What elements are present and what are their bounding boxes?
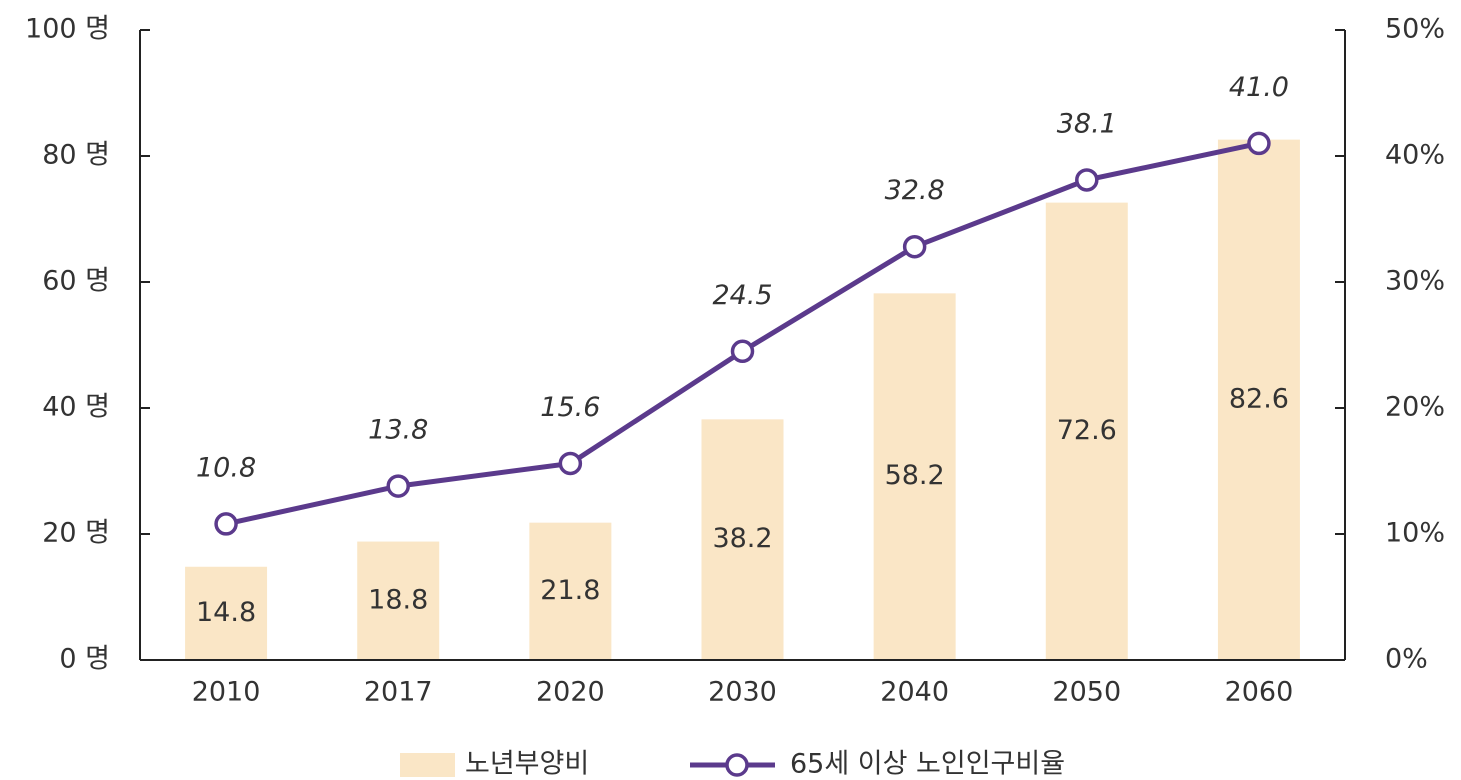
x-tick-label: 2060 xyxy=(1225,677,1294,708)
line-value-label: 10.8 xyxy=(196,452,256,483)
line-point xyxy=(214,512,238,536)
bar-value-label: 18.8 xyxy=(368,584,428,615)
y-tick-label: 100 명 xyxy=(25,14,110,45)
bar-value-label: 82.6 xyxy=(1229,383,1289,414)
bar xyxy=(529,522,612,660)
bar xyxy=(873,293,956,660)
bar xyxy=(1045,202,1128,660)
x-tick-label: 2010 xyxy=(192,677,261,708)
bar xyxy=(357,541,440,660)
bar xyxy=(701,419,784,660)
y-tick-label: 80 명 xyxy=(42,140,110,171)
line-point xyxy=(902,234,927,259)
legend-swatch xyxy=(400,753,455,777)
bar-value-label: 21.8 xyxy=(540,575,600,606)
x-tick-label: 2040 xyxy=(880,677,949,708)
x-tick-label: 2050 xyxy=(1052,677,1121,708)
y2-tick-label: 10% xyxy=(1385,518,1445,549)
bar-value-label: 58.2 xyxy=(885,460,945,491)
y2-tick-label: 20% xyxy=(1385,392,1445,423)
y2-tick-label: 30% xyxy=(1385,266,1445,297)
line-value-label: 41.0 xyxy=(1229,72,1289,103)
y-tick-label: 40 명 xyxy=(42,392,110,423)
bar-value-label: 72.6 xyxy=(1057,415,1117,446)
line-point xyxy=(730,339,755,364)
line-value-label: 24.5 xyxy=(712,280,772,311)
y2-tick-label: 40% xyxy=(1385,140,1445,171)
y-tick-label: 20 명 xyxy=(42,518,110,549)
line-point xyxy=(386,474,410,498)
line-point xyxy=(558,451,583,476)
line-value-label: 38.1 xyxy=(1057,108,1117,139)
bar xyxy=(185,566,268,660)
bar-value-label: 38.2 xyxy=(712,523,772,554)
y2-tick-label: 50% xyxy=(1385,14,1445,45)
line-value-label: 13.8 xyxy=(368,415,428,446)
y-tick-label: 60 명 xyxy=(42,266,110,297)
line-point xyxy=(1075,168,1099,192)
x-tick-label: 2017 xyxy=(364,677,433,708)
legend-label: 노년부양비 xyxy=(465,749,589,780)
line-value-label: 15.6 xyxy=(540,392,600,423)
bar-value-label: 14.8 xyxy=(196,597,256,628)
bar xyxy=(1217,139,1300,660)
x-tick-label: 2020 xyxy=(536,677,605,708)
line-point xyxy=(1247,131,1271,156)
legend-label: 65세 이상 노인인구비율 xyxy=(790,749,1065,780)
x-tick-label: 2030 xyxy=(708,677,777,708)
y2-tick-label: 0% xyxy=(1385,644,1428,675)
line-value-label: 32.8 xyxy=(885,175,945,206)
y-tick-label: 0 명 xyxy=(59,644,110,675)
legend-swatch-point xyxy=(725,753,749,777)
